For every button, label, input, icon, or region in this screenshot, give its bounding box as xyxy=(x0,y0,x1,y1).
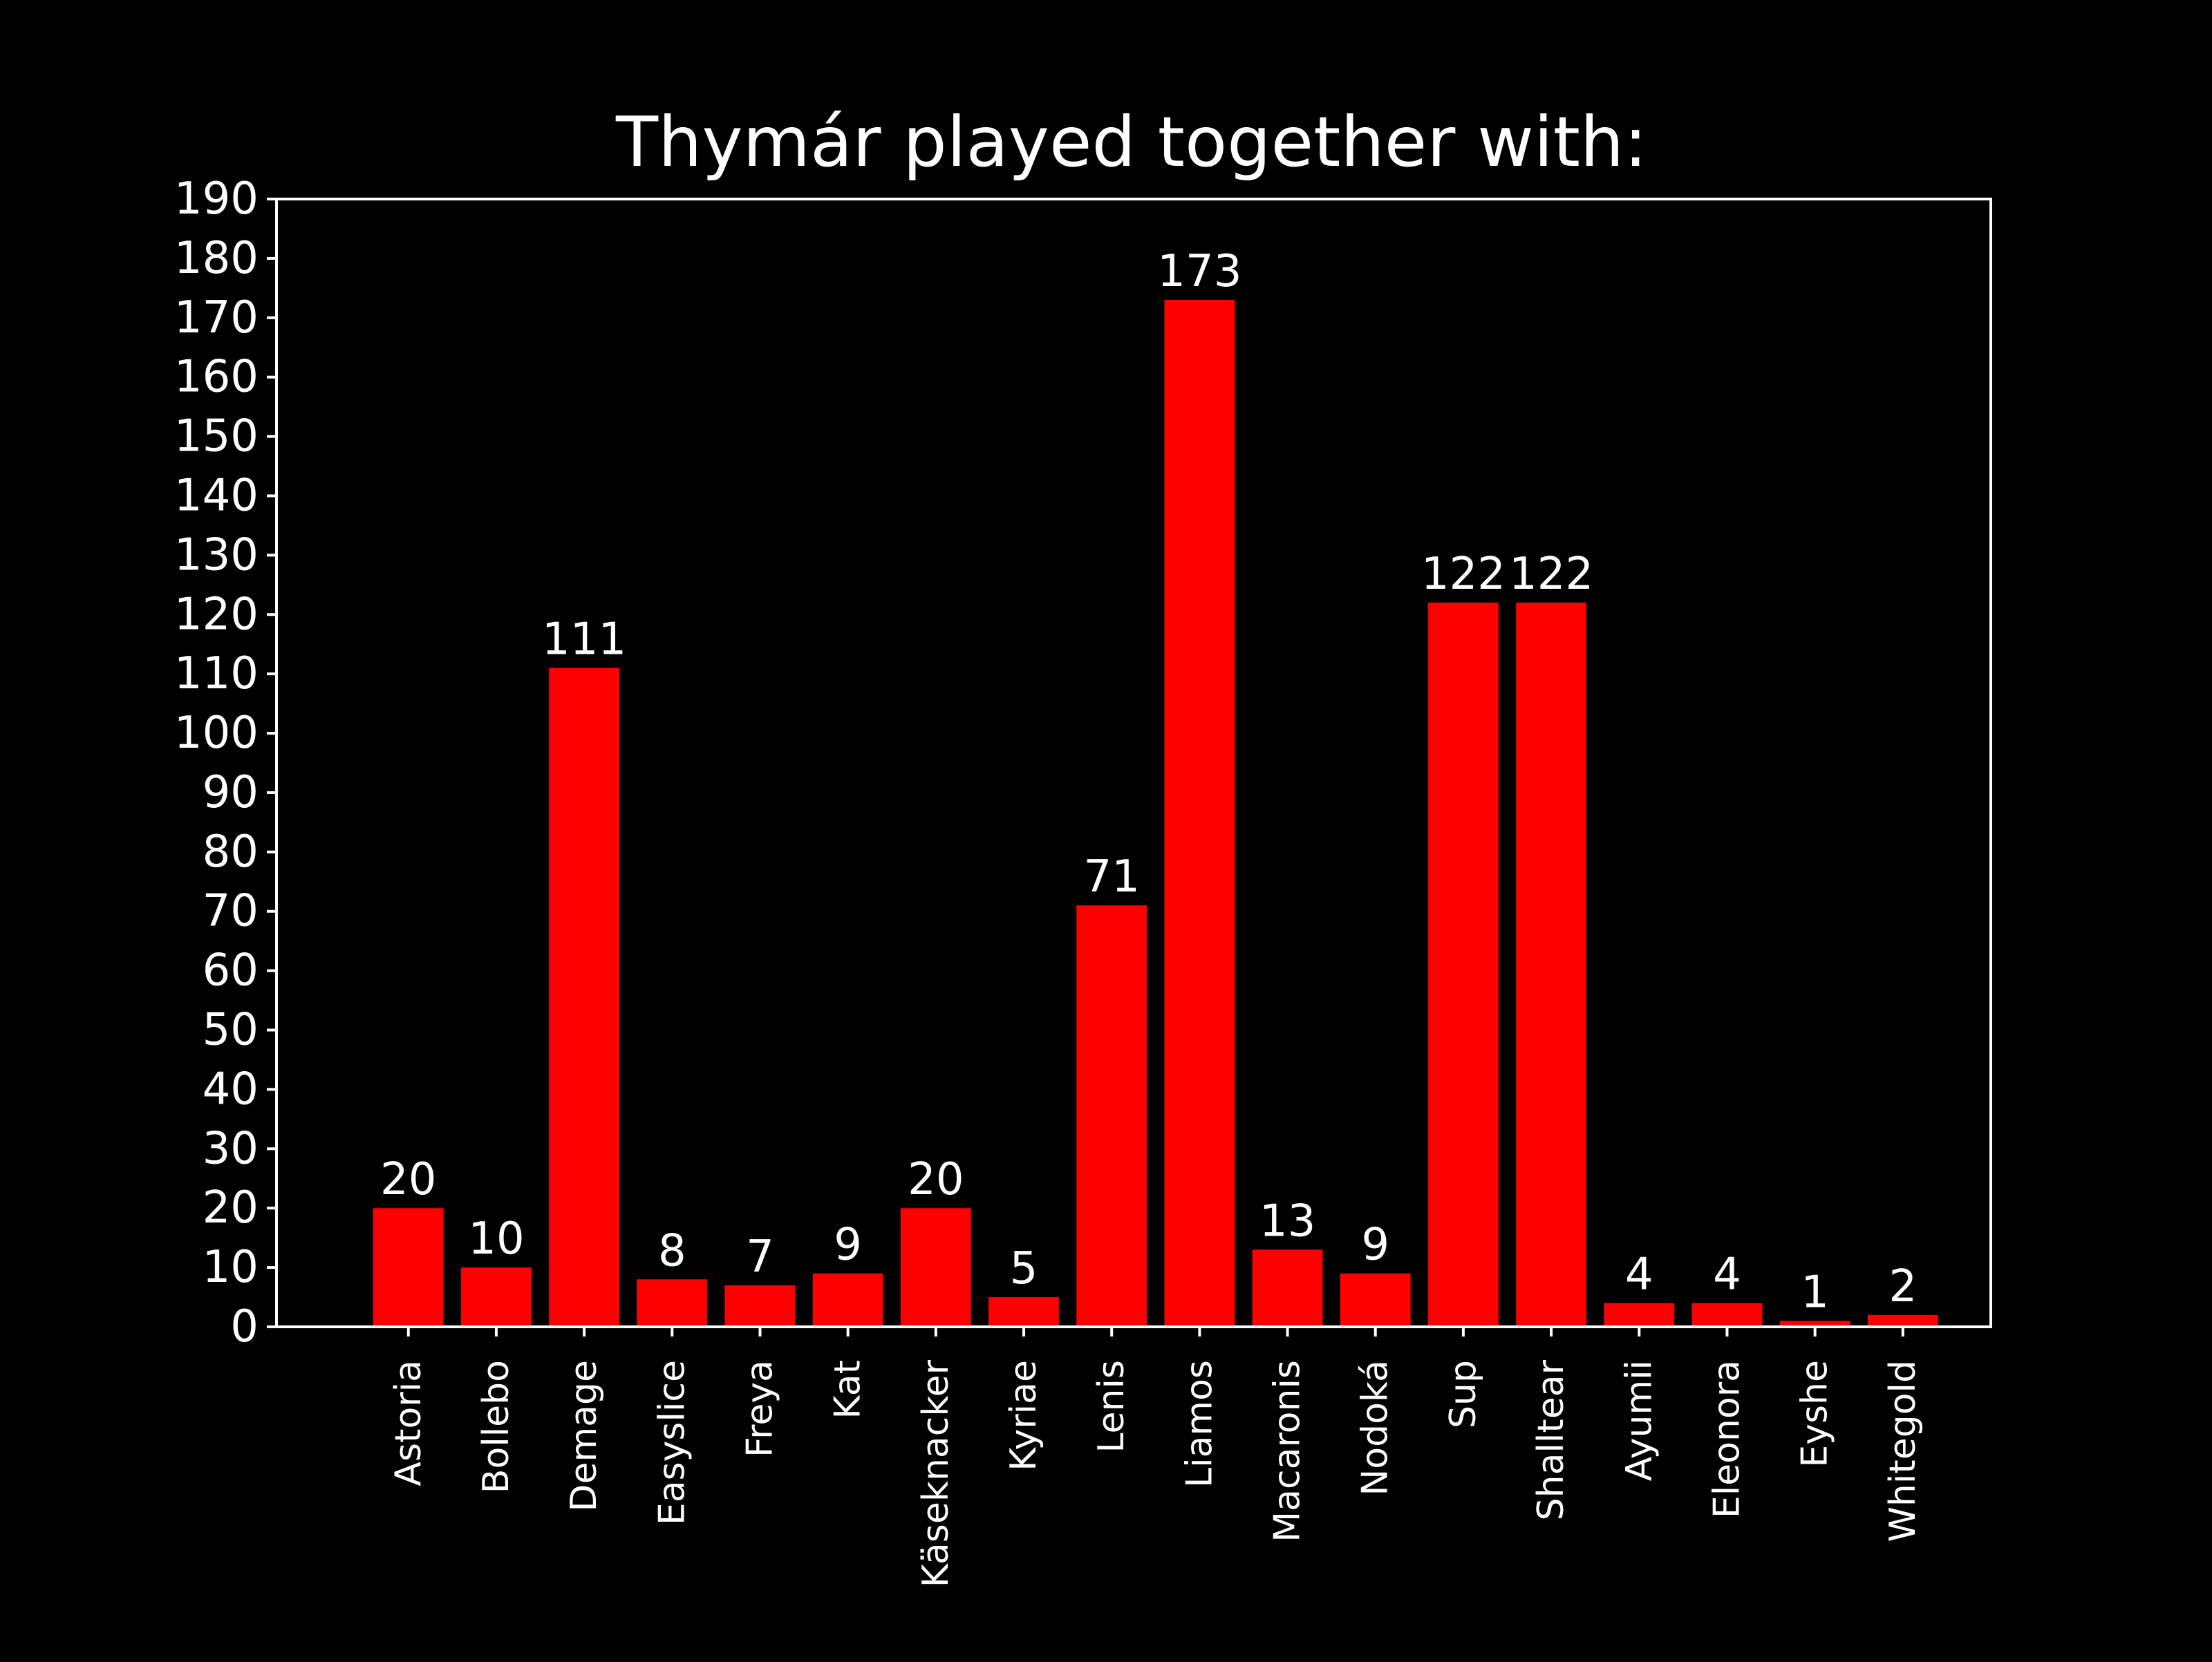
y-tick-label: 170 xyxy=(174,292,259,343)
data-label: 2 xyxy=(1888,1261,1917,1312)
data-label: 122 xyxy=(1421,549,1506,600)
x-tick-label: Eleonora xyxy=(1706,1360,1747,1518)
data-label: 20 xyxy=(380,1154,436,1205)
y-tick-label: 100 xyxy=(174,708,259,759)
bar-9 xyxy=(1164,300,1235,1328)
bar-16 xyxy=(1779,1321,1850,1327)
data-label: 20 xyxy=(908,1154,964,1205)
bar-4 xyxy=(724,1285,796,1327)
y-tick-label: 40 xyxy=(203,1064,259,1115)
bar-17 xyxy=(1867,1314,1938,1327)
bar-2 xyxy=(549,668,619,1327)
y-tick-label: 180 xyxy=(174,233,259,284)
y-tick-label: 90 xyxy=(203,767,259,818)
data-label: 122 xyxy=(1509,549,1593,600)
data-label: 13 xyxy=(1259,1196,1315,1247)
x-tick-label: Käseknacker xyxy=(915,1359,957,1587)
bar-13 xyxy=(1516,603,1586,1327)
bar-15 xyxy=(1691,1303,1763,1327)
bar-10 xyxy=(1252,1249,1323,1327)
x-axis: Astoria Bollebo Demage Easyslice Freya Kat Käs… xyxy=(388,1327,1924,1587)
bar-5 xyxy=(812,1273,883,1327)
x-tick-label: Easyslice xyxy=(651,1360,693,1525)
x-tick-label: Ayumii xyxy=(1618,1360,1660,1481)
data-labels-group: 20 10 111 8 7 9 20 5 71 173 13 9 122 122 4 4 1 2 xyxy=(380,246,1917,1318)
bar-12 xyxy=(1428,603,1499,1327)
data-label: 9 xyxy=(1361,1220,1389,1271)
y-tick-label: 70 xyxy=(203,886,259,937)
y-tick-label: 30 xyxy=(203,1123,259,1174)
bar-8 xyxy=(1076,905,1147,1327)
data-label: 1 xyxy=(1801,1267,1829,1318)
data-label: 111 xyxy=(542,614,626,665)
y-tick-label: 60 xyxy=(203,945,259,997)
x-tick-label: Kat xyxy=(827,1360,869,1419)
y-axis: 0 10 20 30 40 50 60 70 80 90 100 110 120 130 140 150 160… xyxy=(174,173,276,1352)
x-tick-label: Whitegold xyxy=(1882,1360,1924,1542)
x-tick-label: Kyriae xyxy=(1003,1360,1044,1471)
y-tick-label: 160 xyxy=(174,352,259,403)
y-tick-label: 10 xyxy=(203,1242,259,1293)
x-tick-label: Bollebo xyxy=(476,1360,517,1493)
y-tick-label: 50 xyxy=(203,1005,259,1056)
y-tick-label: 110 xyxy=(174,648,259,699)
y-tick-label: 120 xyxy=(174,589,259,640)
bars-group xyxy=(373,300,1938,1328)
y-tick-label: 190 xyxy=(174,173,259,225)
data-label: 4 xyxy=(1713,1249,1741,1301)
data-label: 10 xyxy=(468,1214,524,1265)
data-label: 8 xyxy=(658,1225,686,1276)
data-label: 71 xyxy=(1083,851,1139,903)
x-tick-label: Lenis xyxy=(1091,1360,1132,1453)
bar-14 xyxy=(1604,1303,1675,1327)
bar-6 xyxy=(900,1208,971,1327)
bar-1 xyxy=(461,1267,532,1327)
x-tick-label: Shalltear xyxy=(1530,1359,1572,1520)
y-tick-label: 20 xyxy=(203,1182,259,1234)
y-tick-label: 130 xyxy=(174,529,259,580)
data-label: 9 xyxy=(834,1220,862,1271)
data-label: 5 xyxy=(1010,1243,1038,1294)
bar-3 xyxy=(637,1279,708,1327)
data-label: 4 xyxy=(1625,1249,1653,1301)
x-tick-label: Sup xyxy=(1443,1360,1484,1428)
bar-0 xyxy=(373,1208,444,1327)
x-tick-label: Demage xyxy=(563,1360,605,1512)
data-label: 7 xyxy=(746,1231,774,1283)
bar-11 xyxy=(1340,1273,1411,1327)
x-tick-label: Liamos xyxy=(1179,1360,1220,1488)
chart-title: Thymár played together with: xyxy=(615,102,1647,182)
y-tick-label: 0 xyxy=(230,1301,259,1352)
x-tick-label: Macaronis xyxy=(1267,1360,1309,1542)
bar-7 xyxy=(988,1297,1059,1327)
y-tick-label: 80 xyxy=(203,827,259,878)
y-tick-label: 140 xyxy=(174,470,259,521)
x-tick-label: Nodoká xyxy=(1355,1360,1396,1496)
x-tick-label: Freya xyxy=(739,1360,780,1457)
y-tick-label: 150 xyxy=(174,411,259,462)
x-tick-label: Eyshe xyxy=(1794,1360,1836,1468)
data-label: 173 xyxy=(1157,246,1241,297)
x-tick-label: Astoria xyxy=(388,1360,429,1486)
axes-frame xyxy=(275,198,1992,1328)
